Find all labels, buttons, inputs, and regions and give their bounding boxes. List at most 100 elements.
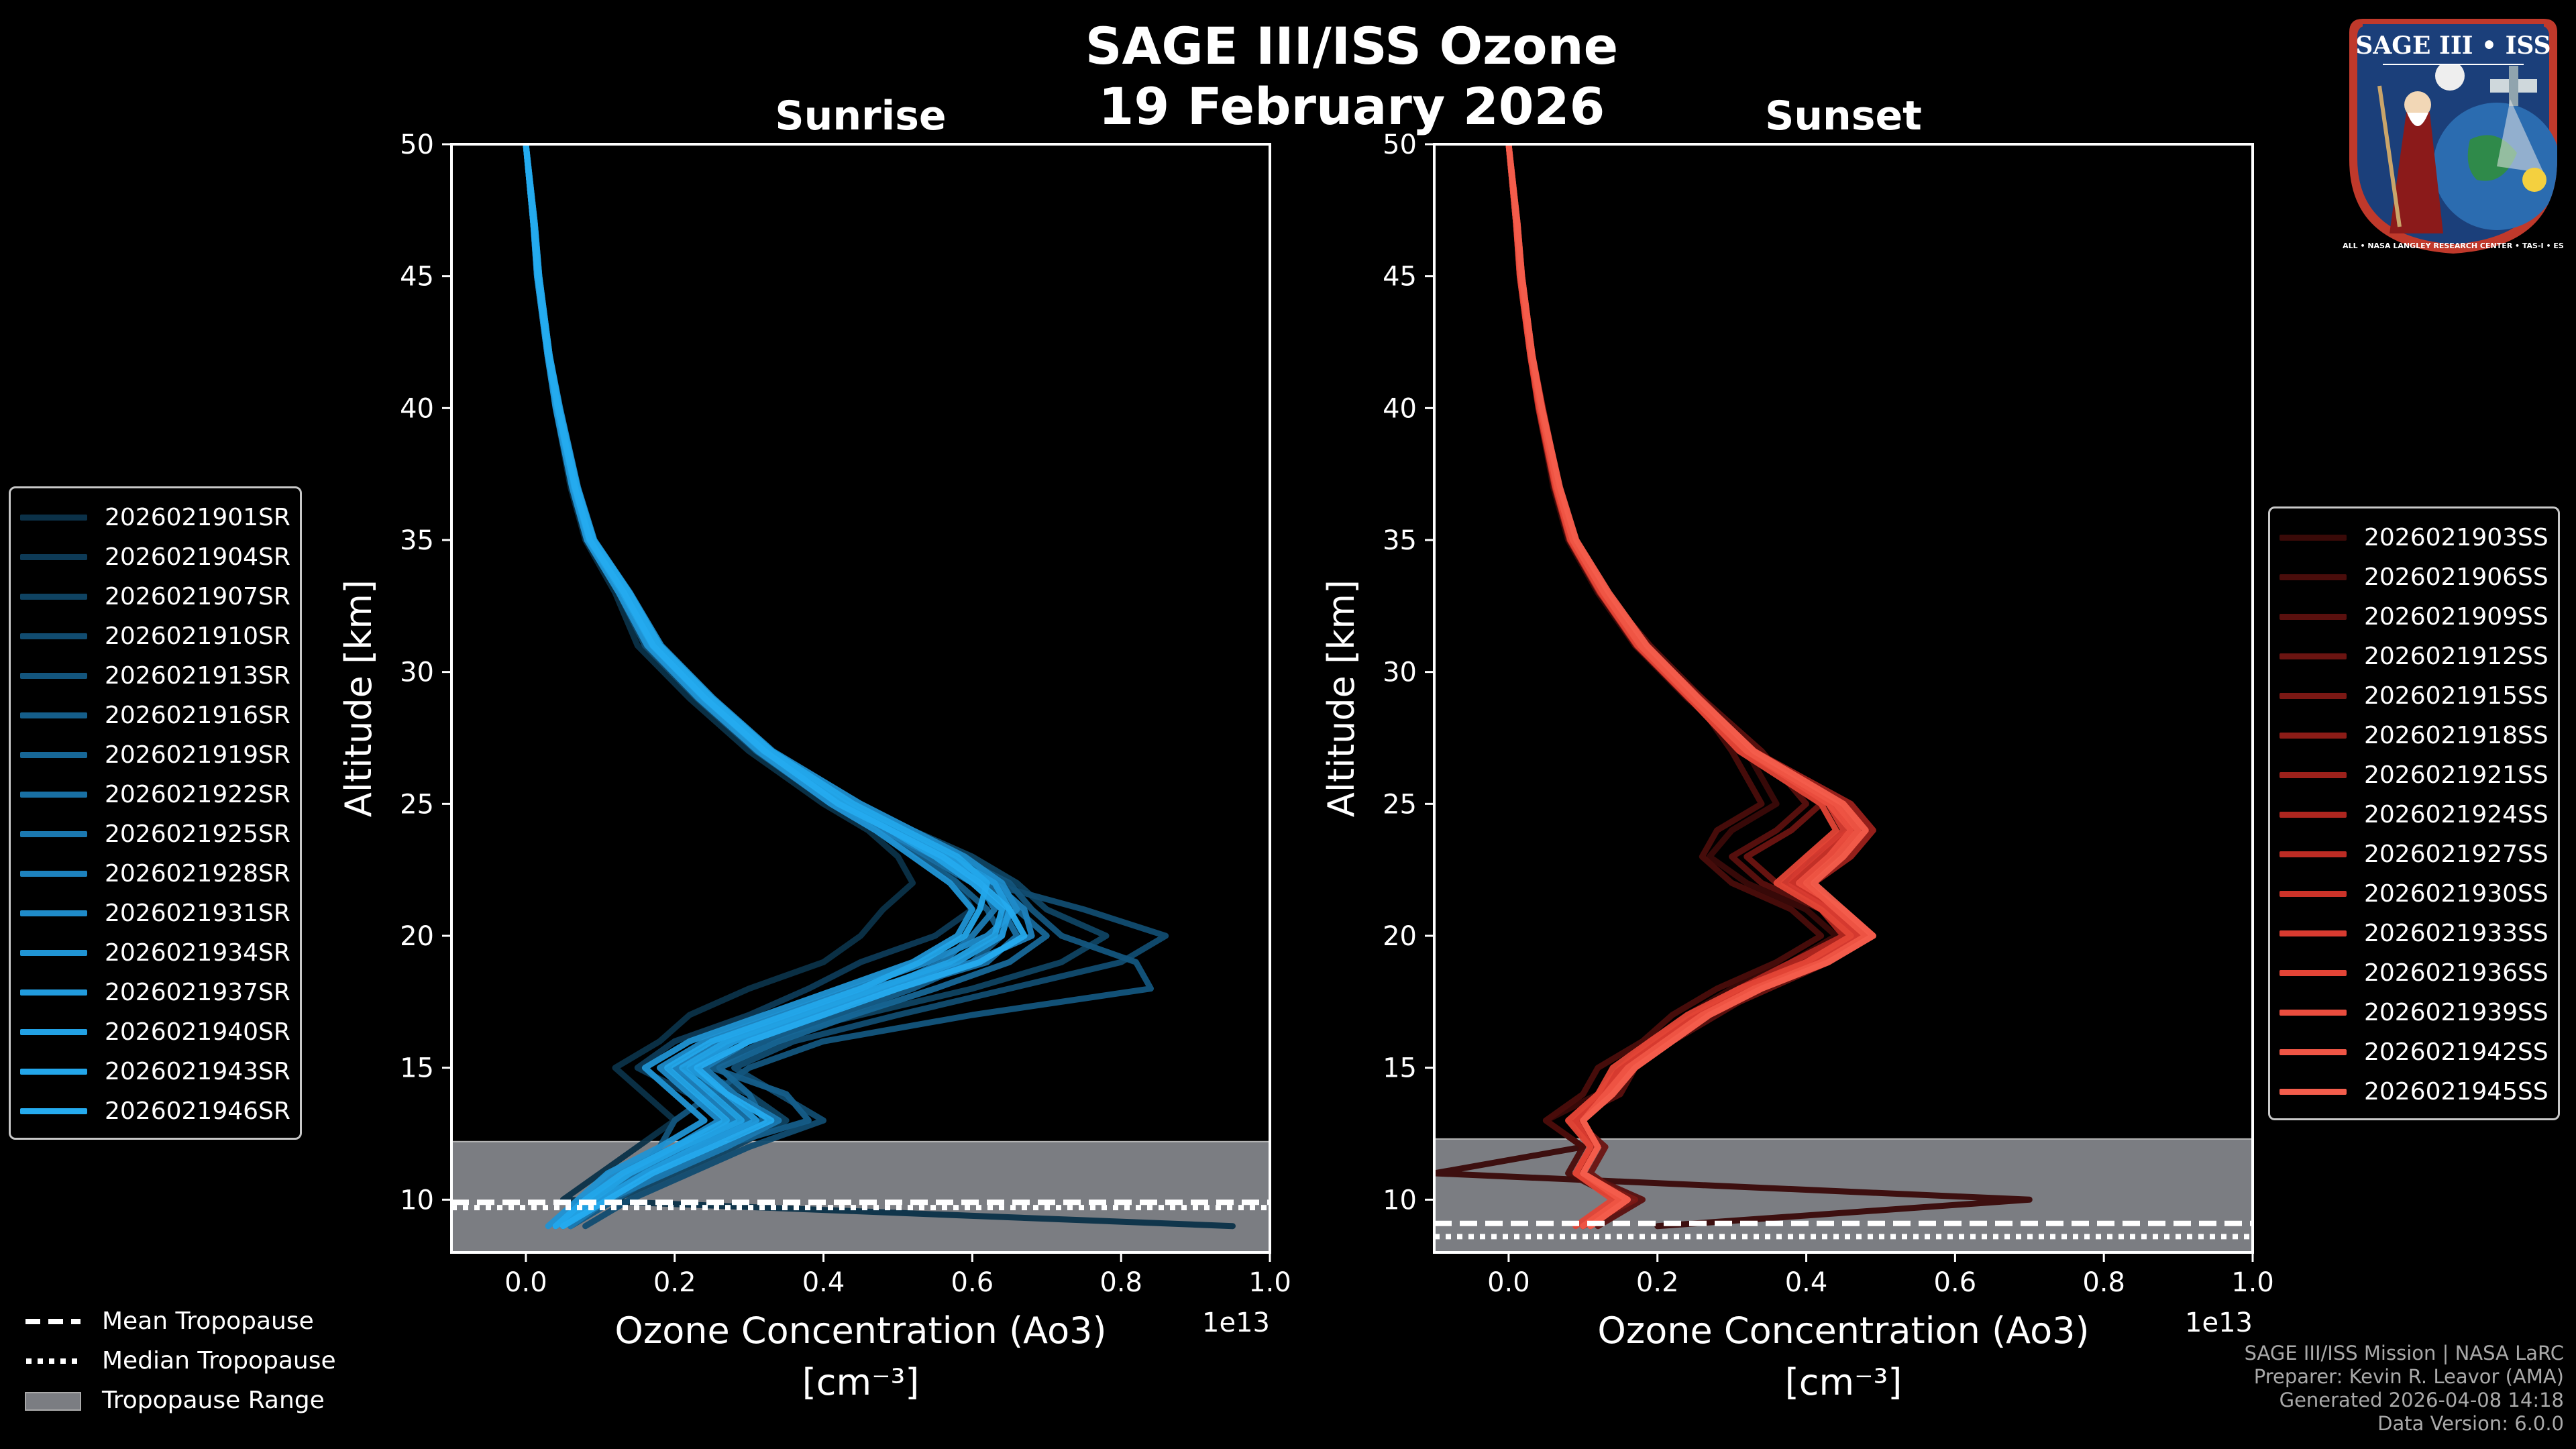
median-tropopause-label: Median Tropopause — [102, 1347, 336, 1375]
x-tick-label: 0.6 — [951, 1267, 994, 1298]
sunset-plot-frame — [1433, 143, 2254, 1254]
y-tick-label: 35 — [1383, 525, 1417, 556]
sunrise-legend-item: 2026021934SR — [20, 933, 290, 973]
sunrise-tropopause-range — [451, 1140, 1270, 1252]
legend-label: 2026021928SR — [105, 860, 290, 888]
sunset-x-axis-label: Ozone Concentration (Ao3) — [1597, 1309, 2089, 1352]
profile-2026021945SS — [1505, 144, 1876, 1230]
sunset-legend-item: 2026021942SS — [2279, 1032, 2548, 1072]
legend-swatch — [2279, 653, 2347, 659]
sunset-legend-item: 2026021936SS — [2279, 953, 2548, 993]
legend-swatch — [20, 1029, 87, 1035]
dotted-line-swatch — [26, 1358, 80, 1364]
median-tropopause-legend-item: Median Tropopause — [24, 1341, 336, 1381]
profile-2026021907SR — [523, 144, 1110, 1230]
sunrise-profiles — [523, 144, 1236, 1230]
legend-label: 2026021936SS — [2364, 959, 2548, 987]
sunset-x-axis-unit: [cm⁻³] — [1785, 1361, 1902, 1403]
legend-swatch — [2279, 733, 2347, 739]
sunrise-legend-item: 2026021940SR — [20, 1012, 290, 1052]
y-tick-label: 30 — [400, 657, 434, 688]
x-tick-label: 0.2 — [1636, 1267, 1679, 1298]
legend-swatch — [2279, 930, 2347, 936]
x-tick-label: 0.8 — [1099, 1267, 1142, 1298]
footer-preparer: Preparer: Kevin R. Leavor (AMA) — [2253, 1365, 2564, 1388]
footer-credits: SAGE III/ISS Mission | NASA LaRC Prepare… — [2245, 1342, 2564, 1436]
legend-swatch — [20, 712, 87, 718]
legend-label: 2026021927SS — [2364, 841, 2548, 868]
legend-label: 2026021945SS — [2364, 1078, 2548, 1106]
x-tick-label: 1.0 — [1248, 1267, 1291, 1298]
x-tick-label: 0.6 — [1934, 1267, 1977, 1298]
legend-label: 2026021942SS — [2364, 1038, 2548, 1066]
legend-swatch — [20, 871, 87, 877]
y-tick-label: 25 — [400, 789, 434, 820]
legend-swatch — [20, 515, 87, 521]
legend-label: 2026021922SR — [105, 781, 290, 808]
sunset-panel-title: Sunset — [1765, 93, 1922, 140]
figure-title-line1: SAGE III/ISS Ozone — [1085, 16, 1618, 76]
y-tick-label: 15 — [1383, 1053, 1417, 1084]
sunset-legend-item: 2026021945SS — [2279, 1072, 2548, 1112]
legend-label: 2026021907SR — [105, 583, 290, 610]
sunrise-plot-frame — [450, 143, 1271, 1254]
sunrise-legend-item: 2026021937SR — [20, 973, 290, 1012]
legend-label: 2026021918SS — [2364, 722, 2548, 749]
legend-swatch — [20, 831, 87, 837]
sunrise-legend-item: 2026021925SR — [20, 814, 290, 854]
sunrise-legend-item: 2026021922SR — [20, 775, 290, 814]
legend-label: 2026021924SS — [2364, 801, 2548, 828]
sunrise-legend-item: 2026021946SR — [20, 1091, 290, 1131]
sunset-profiles — [1434, 144, 2033, 1230]
legend-swatch — [20, 1108, 87, 1114]
legend-label: 2026021939SS — [2364, 999, 2548, 1026]
legend-swatch — [2279, 693, 2347, 699]
y-tick-label: 25 — [1383, 789, 1417, 820]
sunset-legend-item: 2026021930SS — [2279, 874, 2548, 914]
profile-2026021922SR — [523, 144, 1020, 1230]
y-tick-label: 40 — [400, 393, 434, 424]
sunset-legend-item: 2026021924SS — [2279, 795, 2548, 835]
sunrise-legend-item: 2026021919SR — [20, 735, 290, 775]
sunset-y-axis-label: Altitude [km] — [1320, 580, 1362, 817]
y-tick-label: 20 — [400, 921, 434, 952]
legend-swatch — [2279, 812, 2347, 818]
legend-swatch — [20, 752, 87, 758]
patch-title: SAGE III • ISS — [2355, 32, 2551, 60]
patch-ring-text: BALL • NASA LANGLEY RESEARCH CENTER • TA… — [2343, 241, 2564, 250]
sunset-x-offset-text: 1e13 — [2185, 1307, 2253, 1338]
sunrise-x-axis-unit: [cm⁻³] — [802, 1361, 920, 1403]
sunrise-legend: 2026021901SR 2026021904SR 2026021907SR 2026… — [9, 486, 302, 1140]
sunset-legend-item: 2026021915SS — [2279, 676, 2548, 716]
sunrise-legend-item: 2026021913SR — [20, 656, 290, 696]
y-tick-label: 20 — [1383, 921, 1417, 952]
sunset-tropopause-range — [1434, 1138, 2253, 1252]
sunset-legend-item: 2026021918SS — [2279, 716, 2548, 755]
legend-label: 2026021919SR — [105, 741, 290, 769]
tropopause-legend: Mean Tropopause Median Tropopause Tropop… — [24, 1301, 336, 1420]
legend-label: 2026021910SR — [105, 623, 290, 650]
legend-swatch — [2279, 1010, 2347, 1016]
figure-title-line2: 19 February 2026 — [1099, 76, 1605, 136]
sunrise-legend-item: 2026021916SR — [20, 696, 290, 735]
sunrise-panel-title: Sunrise — [775, 93, 946, 140]
sunset-legend-item: 2026021939SS — [2279, 993, 2548, 1032]
sunset-legend-item: 2026021921SS — [2279, 755, 2548, 795]
legend-label: 2026021904SR — [105, 543, 290, 571]
legend-label: 2026021934SR — [105, 939, 290, 967]
legend-swatch — [20, 910, 87, 916]
legend-label: 2026021912SS — [2364, 643, 2548, 670]
legend-swatch — [20, 594, 87, 600]
sunset-legend-item: 2026021903SS — [2279, 518, 2548, 557]
legend-label: 2026021943SR — [105, 1058, 290, 1085]
y-tick-label: 45 — [1383, 262, 1417, 292]
legend-label: 2026021946SR — [105, 1097, 290, 1125]
sage-iii-iss-mission-patch: SAGE III • ISS BALL • NASA LANGLEY RESEA… — [2337, 12, 2570, 260]
legend-swatch — [2279, 614, 2347, 620]
legend-swatch — [20, 950, 87, 956]
y-tick-label: 50 — [1383, 129, 1417, 160]
legend-label: 2026021937SR — [105, 979, 290, 1006]
legend-label: 2026021916SR — [105, 702, 290, 729]
y-tick-label: 10 — [1383, 1185, 1417, 1216]
dashed-line-swatch — [25, 1318, 80, 1324]
